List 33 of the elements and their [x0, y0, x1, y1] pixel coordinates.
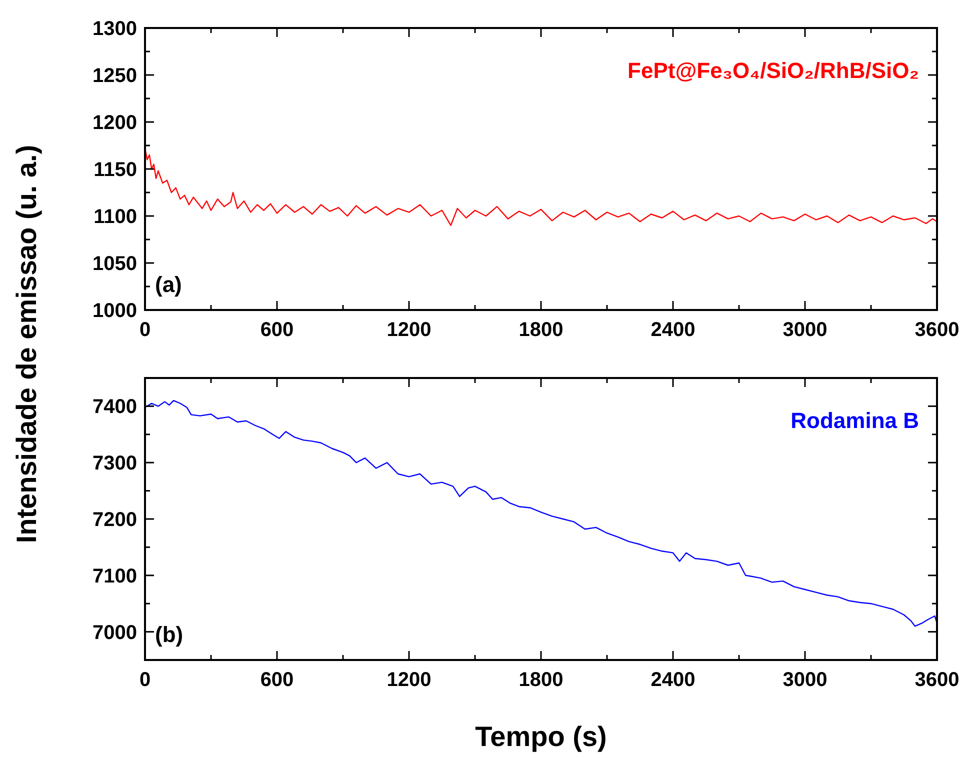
y-tick-label: 1300 [92, 18, 137, 40]
y-tick-label: 1100 [94, 206, 137, 228]
y-tick-label: 7400 [92, 396, 137, 418]
x-tick-label: 600 [260, 669, 294, 691]
x-tick-label: 3000 [782, 669, 828, 691]
y-tick-label: 7100 [92, 565, 137, 588]
x-tick-label: 1800 [518, 319, 564, 341]
x-tick-label: 3000 [782, 319, 828, 341]
y-tick-label: 7000 [92, 622, 137, 644]
x-tick-label: 1200 [386, 669, 432, 691]
x-tick-label: 0 [139, 669, 151, 691]
y-tick-label: 1250 [92, 65, 137, 87]
x-tick-label: 600 [260, 319, 294, 341]
x-axis-title: Tempo (s) [475, 721, 607, 752]
y-tick-label: 1150 [94, 159, 137, 181]
x-tick-label: 1200 [386, 319, 432, 341]
y-tick-label: 7200 [92, 509, 137, 531]
y-tick-label: 1200 [92, 112, 137, 134]
line-series [144, 400, 938, 627]
y-axis-title: Intensidade de emissao (u. a.) [11, 144, 42, 544]
annotation: (b) [155, 622, 184, 647]
annotation: (a) [155, 272, 182, 297]
y-tick-label: 1000 [92, 300, 137, 322]
y-tick-label: 1050 [92, 253, 137, 275]
text: Rodamina B [790, 408, 919, 433]
y-tick-label: 7300 [92, 452, 137, 475]
x-tick-label: 3600 [914, 669, 960, 691]
x-tick-label: 1800 [518, 669, 564, 691]
x-tick-label: 2400 [650, 319, 696, 341]
x-tick-label: 3600 [914, 319, 960, 341]
x-tick-label: 2400 [650, 669, 696, 691]
x-tick-label: 0 [139, 319, 151, 341]
text: FePt@Fe₃O₄/SiO₂/RhB/SiO₂ [628, 58, 919, 83]
